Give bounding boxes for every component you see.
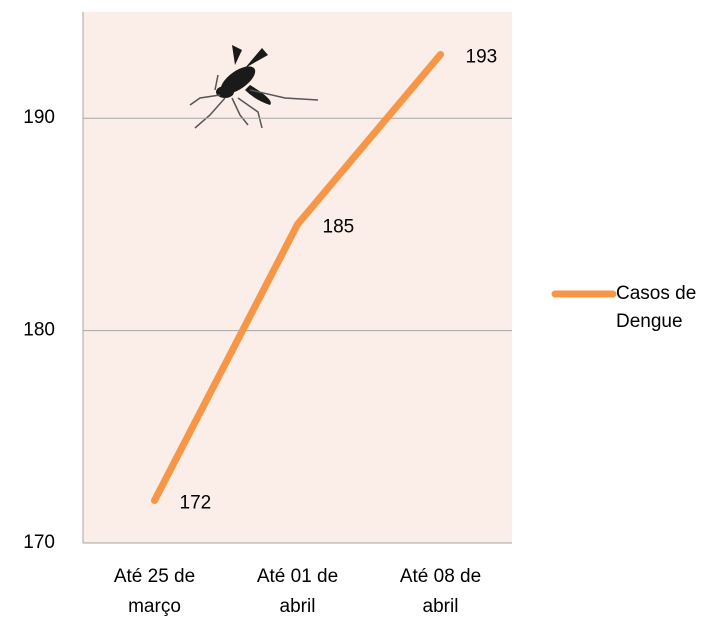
x-tick-label: Até 08 de abril — [381, 562, 501, 622]
y-tick-label: 180 — [23, 320, 55, 341]
x-tick-label: Até 25 de março — [95, 562, 215, 622]
y-tick-label: 170 — [23, 532, 55, 553]
data-label: 172 — [180, 493, 212, 514]
data-label: 193 — [466, 46, 498, 67]
plot-area — [83, 12, 512, 543]
y-tick-label: 190 — [23, 107, 55, 128]
chart-svg: 170 180 190 172 185 193 — [0, 0, 719, 622]
legend-label: Casos de Dengue — [616, 280, 716, 336]
data-label: 185 — [323, 216, 355, 237]
x-tick-label: Até 01 de abril — [238, 562, 358, 622]
chart: 170 180 190 172 185 193 Até 25 de março Até 01… — [0, 0, 719, 622]
